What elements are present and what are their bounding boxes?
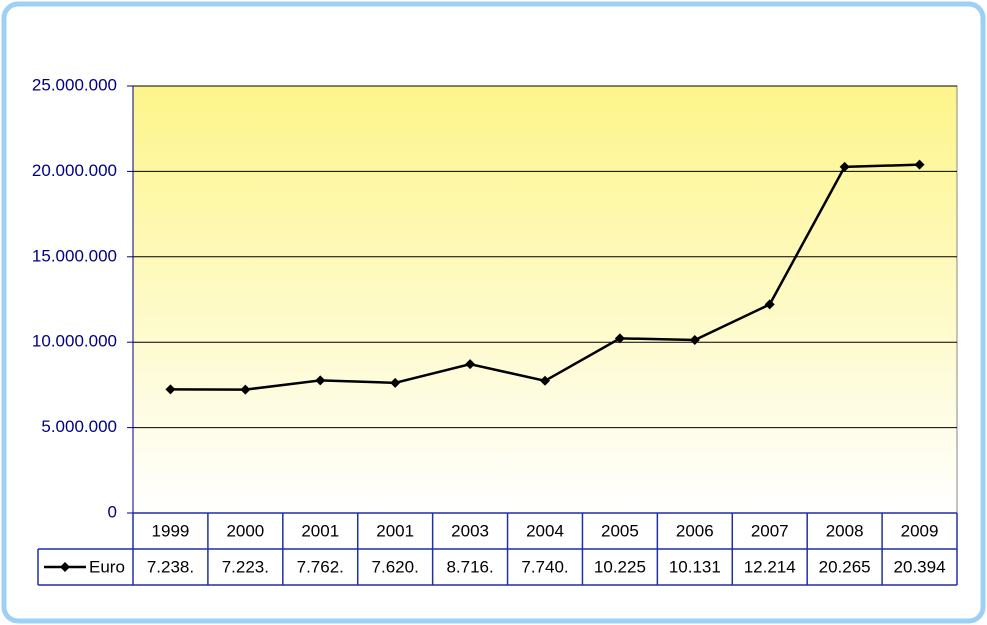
- legend-marker: [60, 562, 70, 572]
- x-tick-label: 2009: [901, 521, 939, 540]
- y-tick-label: 15.000.000: [32, 246, 117, 265]
- marker: [390, 377, 401, 388]
- y-tick-label: 5.000.000: [41, 417, 117, 436]
- table-value: 7.223.: [222, 557, 269, 576]
- table-value: 10.131: [669, 557, 721, 576]
- x-tick-label: 2001: [301, 521, 339, 540]
- table-value: 8.716.: [446, 557, 493, 576]
- x-tick-label: 2005: [601, 521, 639, 540]
- x-tick-label: 2004: [526, 521, 564, 540]
- marker: [764, 299, 775, 310]
- x-tick-label: 2006: [676, 521, 714, 540]
- marker: [689, 334, 700, 345]
- x-tick-label: 2001: [376, 521, 414, 540]
- table-value: 7.620.: [372, 557, 419, 576]
- x-tick-label: 2003: [451, 521, 489, 540]
- table-value: 20.394: [894, 557, 946, 576]
- x-tick-label: 2000: [226, 521, 264, 540]
- table-value: 10.225: [594, 557, 646, 576]
- x-tick-label: 2007: [751, 521, 789, 540]
- marker: [240, 384, 251, 395]
- x-tick-label: 2008: [826, 521, 864, 540]
- table-value: 12.214: [744, 557, 796, 576]
- marker: [540, 375, 550, 386]
- marker: [315, 375, 326, 386]
- legend-label: Euro: [89, 557, 125, 576]
- marker: [839, 161, 850, 172]
- table-value: 7.740.: [521, 557, 568, 576]
- table-value: 7.762.: [297, 557, 344, 576]
- table-value: 20.265: [819, 557, 871, 576]
- marker: [165, 384, 176, 395]
- marker: [614, 333, 625, 344]
- table-value: 7.238.: [147, 557, 194, 576]
- y-tick-label: 25.000.000: [32, 75, 117, 94]
- y-tick-label: 20.000.000: [32, 161, 117, 180]
- marker: [914, 159, 925, 170]
- y-tick-label: 0: [108, 502, 117, 521]
- marker: [465, 359, 476, 370]
- x-tick-label: 1999: [152, 521, 190, 540]
- plot-area: [132, 85, 958, 514]
- y-tick-label: 10.000.000: [32, 332, 117, 351]
